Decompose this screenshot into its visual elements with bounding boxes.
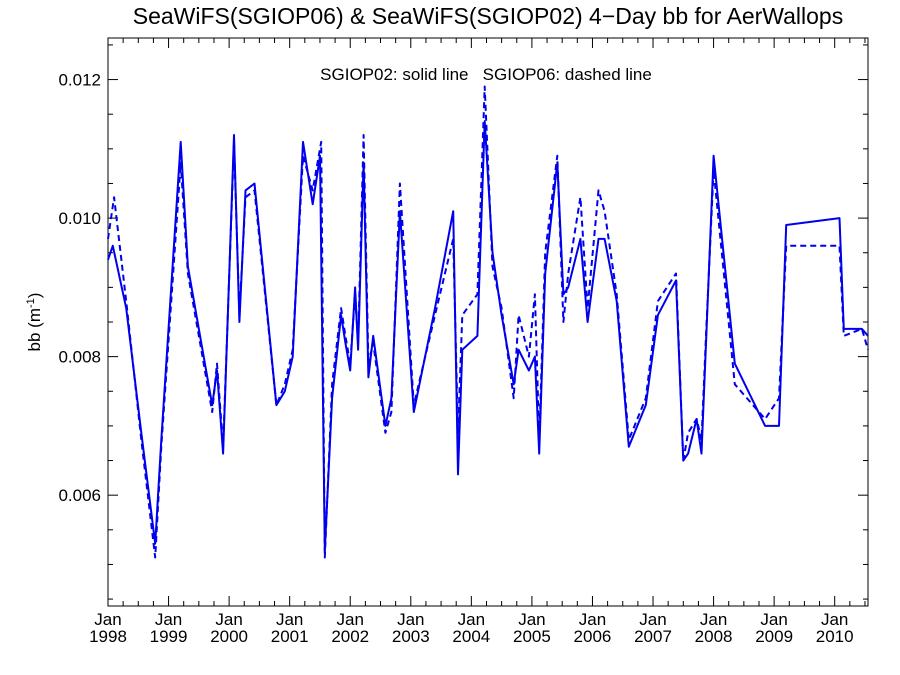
y-axis-label-superscript: -1 xyxy=(25,298,37,308)
x-tick-year-label: 2000 xyxy=(210,627,248,646)
x-tick-month-label: Jan xyxy=(458,610,485,629)
axis-ticks: 0.0060.0080.0100.012Jan1998Jan1999Jan200… xyxy=(58,38,868,646)
y-tick-label: 0.012 xyxy=(58,71,101,90)
x-tick-month-label: Jan xyxy=(276,610,303,629)
legend-annotation: SGIOP02: solid line SGIOP06: dashed line xyxy=(320,65,652,84)
x-tick-month-label: Jan xyxy=(397,610,424,629)
x-tick-year-label: 2002 xyxy=(331,627,369,646)
x-tick-year-label: 2007 xyxy=(634,627,672,646)
x-tick-year-label: 1999 xyxy=(150,627,188,646)
y-tick-label: 0.006 xyxy=(58,486,101,505)
x-tick-year-label: 2006 xyxy=(574,627,612,646)
x-tick-month-label: Jan xyxy=(821,610,848,629)
series-line-dashed xyxy=(107,85,869,559)
x-tick-year-label: 1998 xyxy=(89,627,127,646)
y-axis-label-main: bb (m xyxy=(25,308,44,351)
y-tick-label: 0.010 xyxy=(58,209,101,228)
x-tick-year-label: 2003 xyxy=(392,627,430,646)
x-tick-year-label: 2008 xyxy=(695,627,733,646)
y-tick-label: 0.008 xyxy=(58,348,101,367)
chart-title: SeaWiFS(SGIOP06) & SeaWiFS(SGIOP02) 4−Da… xyxy=(133,3,843,29)
x-tick-month-label: Jan xyxy=(94,610,121,629)
series-layer xyxy=(107,85,869,559)
x-tick-month-label: Jan xyxy=(518,610,545,629)
x-tick-month-label: Jan xyxy=(579,610,606,629)
x-tick-month-label: Jan xyxy=(337,610,364,629)
x-tick-month-label: Jan xyxy=(215,610,242,629)
y-axis-label: bb (m-1) xyxy=(25,293,44,352)
x-tick-year-label: 2004 xyxy=(452,627,490,646)
x-tick-month-label: Jan xyxy=(639,610,666,629)
x-tick-month-label: Jan xyxy=(700,610,727,629)
x-tick-month-label: Jan xyxy=(155,610,182,629)
series-line-solid xyxy=(107,120,869,552)
x-tick-month-label: Jan xyxy=(760,610,787,629)
x-tick-year-label: 2009 xyxy=(755,627,793,646)
x-tick-year-label: 2010 xyxy=(816,627,854,646)
x-tick-year-label: 2005 xyxy=(513,627,551,646)
y-axis-label-close: ) xyxy=(25,293,44,299)
x-tick-year-label: 2001 xyxy=(271,627,309,646)
plot-frame xyxy=(107,37,869,607)
